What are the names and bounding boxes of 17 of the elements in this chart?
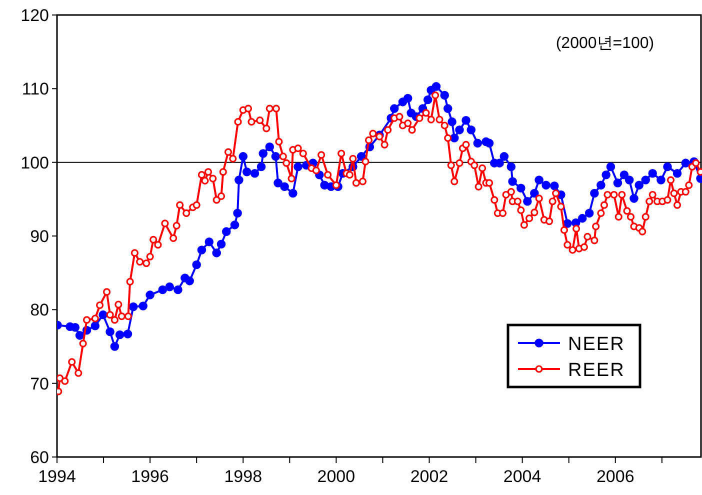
x-tick-label: 2006 bbox=[596, 467, 634, 486]
x-tick-label: 1994 bbox=[38, 467, 76, 486]
x-tick-label: 2004 bbox=[503, 467, 542, 486]
y-tick-label: 70 bbox=[30, 374, 49, 394]
y-tick-label: 80 bbox=[30, 300, 49, 320]
y-tick-label: 60 bbox=[30, 448, 49, 467]
x-tick-label: 1998 bbox=[224, 467, 262, 486]
annotation: (2000년=100) bbox=[556, 35, 654, 52]
x-tick-label: 2000 bbox=[317, 467, 356, 486]
y-tick-label: 120 bbox=[20, 6, 49, 25]
x-tick-label: 2002 bbox=[410, 467, 448, 486]
x-tick-label: 1996 bbox=[131, 467, 169, 486]
y-tick-label: 110 bbox=[22, 80, 49, 99]
y-tick-label: 90 bbox=[30, 227, 49, 246]
legend-label: REER bbox=[568, 360, 625, 381]
y-tick-label: 100 bbox=[20, 153, 49, 172]
legend-label: NEER bbox=[568, 334, 625, 355]
